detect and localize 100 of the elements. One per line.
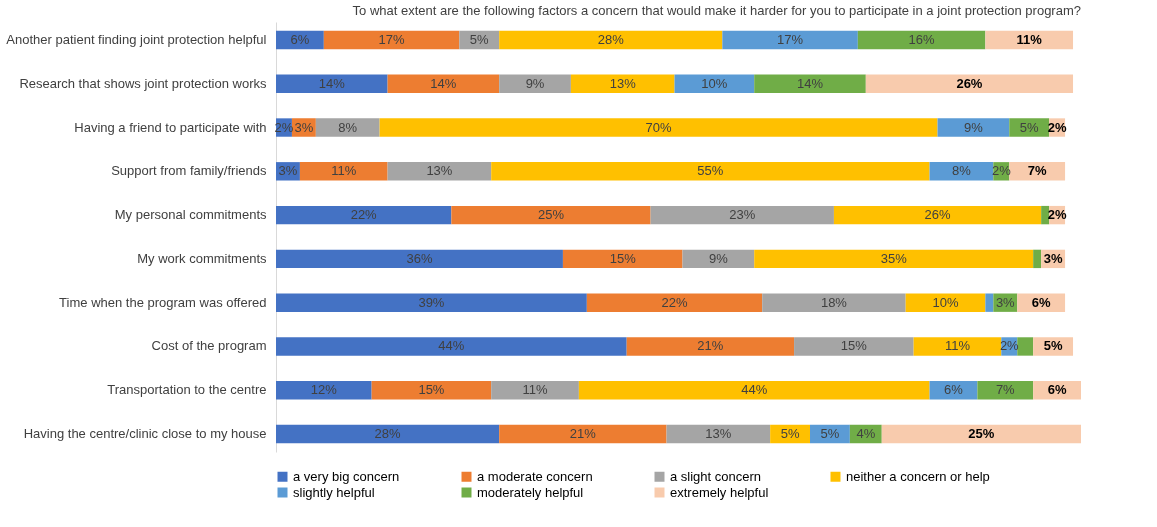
bar bbox=[499, 30, 723, 50]
data-label: 7% bbox=[995, 382, 1016, 398]
bar bbox=[754, 249, 1034, 269]
data-label: 11% bbox=[1016, 31, 1043, 47]
legend-label: a very big concern bbox=[293, 468, 400, 484]
data-label: 26% bbox=[956, 75, 983, 91]
bar bbox=[1017, 337, 1034, 356]
data-label: 6% bbox=[1031, 294, 1051, 310]
y-tick-label: My work commitments bbox=[137, 250, 267, 266]
data-label: 28% bbox=[597, 31, 625, 47]
bar bbox=[491, 162, 930, 181]
data-label: 36% bbox=[406, 250, 433, 266]
data-label: 6% bbox=[944, 382, 964, 398]
bar bbox=[722, 30, 858, 50]
bar bbox=[833, 205, 1042, 225]
bar bbox=[276, 293, 587, 312]
y-tick-label: Having a friend to participate with bbox=[74, 119, 267, 135]
y-tick-label: My personal commitments bbox=[114, 207, 267, 223]
data-label: 12% bbox=[310, 382, 338, 398]
bar bbox=[276, 381, 372, 400]
data-label: 21% bbox=[569, 426, 597, 442]
bar bbox=[323, 30, 460, 50]
bar bbox=[929, 162, 994, 181]
bar bbox=[626, 337, 795, 356]
data-label: 9% bbox=[525, 75, 545, 91]
bar bbox=[570, 74, 675, 93]
legend-label: extremely helpful bbox=[670, 484, 769, 500]
data-label: 55% bbox=[697, 163, 724, 179]
bar bbox=[586, 293, 763, 312]
data-label: 13% bbox=[426, 163, 453, 179]
data-label: 13% bbox=[705, 426, 732, 442]
bar bbox=[315, 118, 380, 137]
bar bbox=[650, 205, 834, 225]
data-label: 4% bbox=[856, 426, 876, 442]
data-label: 6% bbox=[290, 31, 310, 47]
legend-label: moderately helpful bbox=[477, 484, 584, 500]
data-label: 10% bbox=[701, 75, 728, 91]
data-label: 25% bbox=[537, 207, 565, 223]
data-label: 11% bbox=[522, 382, 548, 398]
bar bbox=[754, 74, 866, 93]
y-tick-label: Transportation to the centre bbox=[107, 382, 267, 398]
data-label: 39% bbox=[418, 294, 445, 310]
data-label: 10% bbox=[932, 294, 959, 310]
bar bbox=[666, 424, 771, 444]
bar bbox=[762, 293, 906, 312]
bar bbox=[276, 249, 563, 269]
data-label: 35% bbox=[880, 250, 908, 266]
bar bbox=[276, 205, 452, 225]
data-label: 2% bbox=[1047, 119, 1067, 135]
data-label: 8% bbox=[952, 163, 972, 179]
y-tick-label: Support from family/friends bbox=[111, 163, 267, 179]
data-label: 5% bbox=[469, 31, 490, 47]
data-label: 17% bbox=[777, 31, 804, 47]
data-label: 22% bbox=[661, 294, 688, 310]
legend-label: a slight concern bbox=[670, 468, 762, 484]
legend-label: a moderate concern bbox=[477, 468, 593, 484]
data-label: 17% bbox=[378, 31, 406, 47]
data-label: 3% bbox=[995, 294, 1016, 310]
bar bbox=[276, 74, 388, 93]
data-label: 5% bbox=[1043, 338, 1063, 354]
data-label: 3% bbox=[1043, 250, 1063, 266]
legend-label: neither a concern or help bbox=[846, 468, 990, 484]
bar bbox=[905, 293, 986, 312]
y-tick-label: Cost of the program bbox=[151, 338, 267, 354]
bar bbox=[794, 337, 914, 356]
data-label: 15% bbox=[418, 382, 445, 398]
bar bbox=[371, 381, 492, 400]
data-label: 14% bbox=[796, 75, 824, 91]
data-label: 22% bbox=[350, 207, 378, 223]
data-label: 70% bbox=[645, 119, 673, 135]
y-tick-label: Another patient finding joint protection helpful bbox=[6, 31, 267, 47]
bar bbox=[379, 118, 938, 137]
bar bbox=[937, 118, 1010, 137]
y-tick-label: Having the centre/clinic close to my house bbox=[23, 426, 267, 442]
bar bbox=[1041, 205, 1050, 225]
bar bbox=[857, 30, 986, 50]
bar bbox=[1009, 162, 1066, 181]
bar bbox=[1033, 249, 1042, 269]
bar bbox=[682, 249, 755, 269]
data-label: 15% bbox=[609, 250, 637, 266]
legend-label: slightly helpful bbox=[293, 484, 375, 500]
bar bbox=[276, 424, 500, 444]
bar bbox=[578, 381, 930, 400]
data-label: 16% bbox=[908, 31, 936, 47]
data-label: 26% bbox=[924, 207, 951, 223]
chart-title: To what extent are the following factors a concern that would make it harder for you to participate in a joint protection program? bbox=[352, 3, 1081, 18]
y-tick-label: Time when the program was offered bbox=[59, 294, 267, 310]
bar bbox=[491, 381, 579, 400]
data-label: 44% bbox=[741, 382, 768, 398]
bar bbox=[387, 74, 500, 93]
bar bbox=[881, 424, 1081, 444]
bar bbox=[387, 162, 492, 181]
data-label: 13% bbox=[609, 75, 637, 91]
data-label: 23% bbox=[729, 207, 756, 223]
data-label: 14% bbox=[318, 75, 346, 91]
data-label: 44% bbox=[438, 338, 465, 354]
data-label: 15% bbox=[840, 338, 868, 354]
data-label: 9% bbox=[708, 250, 729, 266]
data-label: 3% bbox=[294, 119, 314, 135]
data-label: 7% bbox=[1027, 163, 1047, 179]
